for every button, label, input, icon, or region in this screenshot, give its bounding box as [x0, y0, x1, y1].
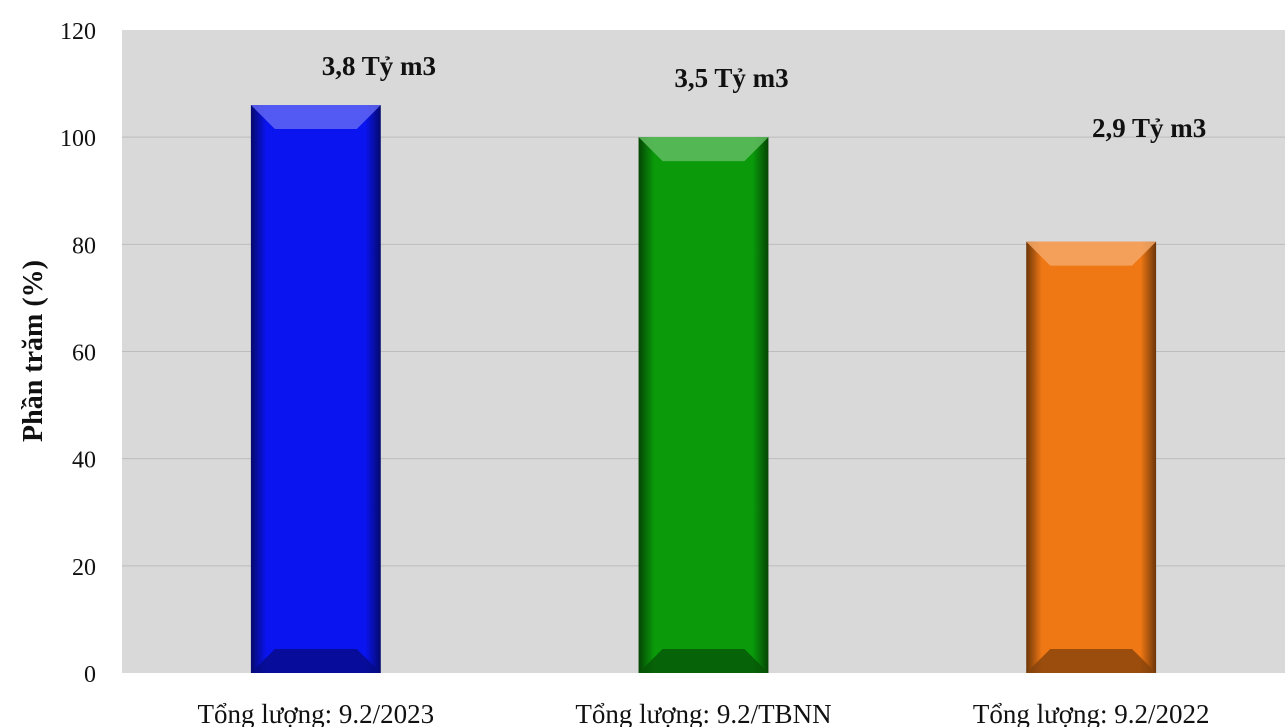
bar-bevel-top — [638, 137, 769, 162]
bar-bevel-top — [250, 105, 381, 130]
x-tick-label: Tổng lượng: 9.2/2023 — [197, 699, 434, 727]
data-labels: 3,8 Tỷ m3 3,5 Tỷ m3 2,9 Tỷ m3 — [322, 51, 1207, 143]
bar — [1026, 241, 1157, 673]
y-tick-label: 40 — [72, 448, 96, 474]
bar — [250, 105, 381, 674]
x-tick-label: Tổng lượng: 9.2/TBNN — [575, 699, 831, 727]
bar — [638, 137, 769, 673]
y-tick-label: 80 — [72, 233, 96, 259]
y-tick-label: 20 — [72, 555, 96, 581]
bar-bevel-bottom — [638, 649, 769, 673]
data-label: 3,5 Tỷ m3 — [674, 63, 788, 93]
x-tick-label: Tổng lượng: 9.2/2022 — [973, 699, 1210, 727]
bar-body — [638, 137, 769, 673]
bar-body — [250, 105, 381, 674]
y-axis-ticks: 0 20 40 60 80 100 120 — [60, 19, 96, 688]
x-axis-ticks: Tổng lượng: 9.2/2023 Tổng lượng: 9.2/TBNN… — [197, 699, 1209, 727]
y-tick-label: 100 — [60, 126, 96, 152]
y-axis-label: Phần trăm (%) — [18, 260, 49, 442]
bar-body — [1026, 241, 1157, 673]
bar-bevel-bottom — [1026, 649, 1157, 673]
data-label: 2,9 Tỷ m3 — [1092, 113, 1206, 143]
data-label: 3,8 Tỷ m3 — [322, 51, 436, 81]
bar-bevel-bottom — [250, 649, 381, 673]
y-tick-label: 120 — [60, 19, 96, 45]
y-tick-label: 60 — [72, 341, 96, 367]
y-tick-label: 0 — [84, 662, 96, 688]
bars — [250, 105, 1157, 674]
bar-bevel-top — [1026, 241, 1157, 266]
